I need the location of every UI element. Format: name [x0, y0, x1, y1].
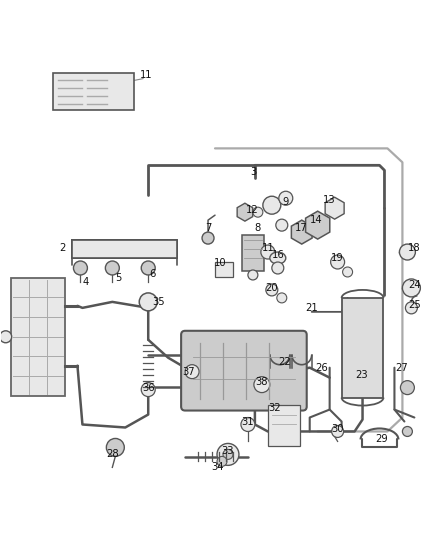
Circle shape [106, 439, 124, 456]
Text: 25: 25 [408, 300, 421, 310]
Circle shape [223, 449, 233, 459]
Circle shape [248, 270, 258, 280]
Text: 23: 23 [355, 370, 368, 379]
FancyBboxPatch shape [11, 278, 66, 395]
FancyBboxPatch shape [72, 240, 177, 258]
Circle shape [272, 262, 284, 274]
Circle shape [185, 365, 199, 378]
Text: 7: 7 [205, 223, 211, 233]
Text: 28: 28 [106, 449, 119, 459]
Circle shape [0, 331, 12, 343]
Text: 14: 14 [309, 215, 322, 225]
Text: 24: 24 [408, 280, 420, 290]
Circle shape [241, 417, 255, 432]
Circle shape [202, 232, 214, 244]
Circle shape [277, 293, 287, 303]
FancyBboxPatch shape [53, 72, 134, 110]
Text: 22: 22 [279, 357, 291, 367]
Text: 1: 1 [145, 70, 152, 79]
Text: 26: 26 [315, 362, 328, 373]
Text: 11: 11 [261, 243, 274, 253]
Circle shape [399, 244, 415, 260]
Text: 16: 16 [272, 250, 284, 260]
Circle shape [74, 261, 88, 275]
Text: 9: 9 [283, 197, 289, 207]
Text: 12: 12 [246, 205, 258, 215]
Circle shape [400, 381, 414, 394]
Circle shape [343, 267, 353, 277]
Text: 20: 20 [265, 283, 278, 293]
Circle shape [141, 383, 155, 397]
Text: 5: 5 [115, 273, 121, 283]
Text: 4: 4 [82, 277, 88, 287]
Circle shape [263, 196, 281, 214]
Text: 17: 17 [295, 223, 308, 233]
Text: 30: 30 [332, 424, 344, 434]
Text: 36: 36 [142, 383, 155, 393]
Text: 1: 1 [140, 70, 146, 79]
Text: 10: 10 [214, 258, 226, 268]
Text: 29: 29 [375, 434, 388, 445]
Text: 2: 2 [59, 243, 66, 253]
Circle shape [106, 261, 119, 275]
FancyBboxPatch shape [72, 240, 177, 258]
FancyBboxPatch shape [181, 331, 307, 410]
Ellipse shape [270, 252, 286, 264]
Text: 32: 32 [268, 402, 281, 413]
Text: 31: 31 [242, 416, 254, 426]
Circle shape [141, 261, 155, 275]
Text: 8: 8 [255, 223, 261, 233]
Text: 18: 18 [408, 243, 420, 253]
Circle shape [217, 456, 227, 466]
Circle shape [403, 279, 420, 297]
Text: 38: 38 [256, 377, 268, 386]
Text: 6: 6 [149, 269, 155, 279]
Text: 13: 13 [323, 195, 336, 205]
Text: 33: 33 [222, 447, 234, 456]
Text: 37: 37 [182, 367, 194, 377]
Circle shape [403, 426, 413, 437]
Circle shape [217, 443, 239, 465]
Circle shape [261, 245, 275, 259]
Text: 35: 35 [152, 297, 165, 307]
Circle shape [253, 207, 263, 217]
Circle shape [266, 284, 278, 296]
Circle shape [331, 255, 345, 269]
FancyBboxPatch shape [242, 235, 264, 271]
Circle shape [139, 293, 157, 311]
FancyBboxPatch shape [215, 262, 233, 277]
FancyBboxPatch shape [268, 405, 300, 447]
Text: 34: 34 [212, 462, 224, 472]
Text: 3: 3 [250, 167, 256, 177]
Text: 27: 27 [395, 362, 408, 373]
Circle shape [332, 425, 343, 438]
Circle shape [276, 219, 288, 231]
Circle shape [406, 302, 417, 314]
Circle shape [279, 191, 293, 205]
Text: 21: 21 [305, 303, 318, 313]
Circle shape [254, 377, 270, 393]
FancyBboxPatch shape [342, 298, 384, 398]
Text: 19: 19 [331, 253, 344, 263]
